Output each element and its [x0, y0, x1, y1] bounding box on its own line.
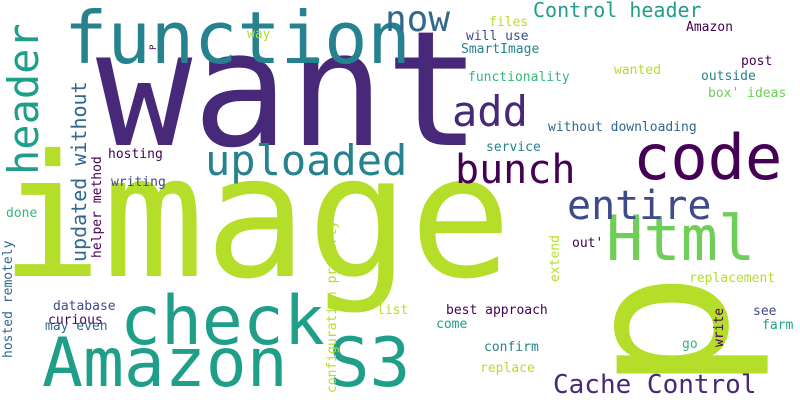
word-database: database	[53, 299, 116, 314]
word-image: image	[0, 119, 512, 317]
word-farm: farm	[762, 318, 794, 333]
word-files: files	[489, 15, 529, 30]
word-way: way	[247, 27, 271, 42]
word-configuration-property: configuration property	[325, 220, 340, 393]
word-may-even: may even	[45, 319, 108, 334]
word-amazon: Amazon	[686, 20, 733, 35]
word-writing: writing	[111, 175, 166, 190]
word-write: write	[712, 307, 727, 347]
word-hosted-remotely: hosted remotely	[1, 240, 16, 358]
word-post: post	[741, 54, 773, 69]
word-updated-without: updated without	[67, 81, 91, 262]
word-extend: extend	[548, 235, 563, 282]
word-done: done	[6, 206, 38, 221]
word-bunch: bunch	[455, 147, 576, 193]
word-smartimage: SmartImage	[461, 42, 540, 57]
word-add: add	[452, 87, 528, 136]
word-will-use: will use	[466, 29, 529, 44]
word-box-ideas: box' ideas	[708, 86, 787, 101]
word-entire: entire	[567, 183, 712, 229]
word-helper-method: helper method	[90, 156, 105, 258]
word-hosting: hosting	[108, 147, 163, 162]
word-uploaded: uploaded	[205, 136, 408, 185]
word-go: go	[682, 337, 698, 352]
word-outside: outside	[701, 69, 756, 84]
word-check: check	[120, 282, 325, 361]
word-see: see	[753, 304, 777, 319]
word-list: list	[377, 303, 409, 318]
word-control-header: Control header	[533, 0, 702, 22]
word-functionality: functionality	[468, 70, 570, 85]
word-service: service	[486, 140, 541, 155]
word-replace: replace	[480, 361, 535, 376]
word-now: now	[385, 0, 451, 40]
word-header: header	[0, 23, 48, 175]
word-out: out'	[572, 236, 604, 251]
word-replacement: replacement	[689, 271, 776, 286]
word-come: come	[436, 317, 468, 332]
word-want: want	[96, 0, 482, 183]
word-best-approach: best approach	[446, 303, 548, 318]
word-without-downloading: without downloading	[548, 120, 697, 135]
word-html: Html	[606, 202, 756, 275]
word-amazon-s3: Amazon S3	[42, 324, 411, 400]
word-p-small: P	[149, 44, 159, 50]
word-wanted: wanted	[614, 63, 661, 78]
word-code: code	[633, 121, 783, 194]
word-confirm: confirm	[484, 340, 539, 355]
word-cache-control: Cache Control	[553, 370, 757, 400]
word-curious: curious	[48, 313, 103, 328]
word-function: function	[64, 0, 411, 80]
